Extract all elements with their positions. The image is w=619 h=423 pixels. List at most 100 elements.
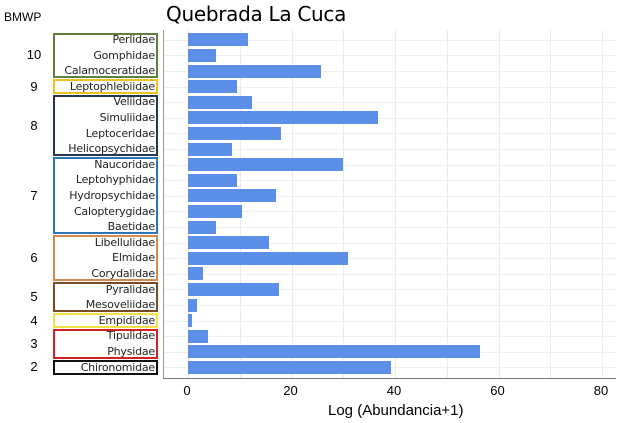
category-label: Mesoveliidae xyxy=(85,298,155,311)
bmwp-group-box xyxy=(53,157,158,235)
category-label: Calamoceratidae xyxy=(64,64,155,77)
bar xyxy=(188,267,203,280)
category-label: Libellulidae xyxy=(94,236,155,249)
bar xyxy=(188,80,238,93)
y-gridline xyxy=(164,118,616,119)
y-gridline xyxy=(164,40,616,41)
bmwp-group-box xyxy=(53,235,158,282)
category-label: Veliidae xyxy=(113,95,156,108)
y-gridline xyxy=(164,305,616,306)
bmwp-score: 5 xyxy=(30,289,38,305)
bar xyxy=(188,65,321,78)
bar xyxy=(188,33,249,46)
bmwp-group-box xyxy=(53,79,158,94)
bmwp-group-box xyxy=(53,313,158,328)
bmwp-group-box xyxy=(53,94,158,157)
x-gridline xyxy=(239,30,241,378)
bar xyxy=(188,236,270,249)
bar xyxy=(188,345,480,358)
y-axis-title: BMWP xyxy=(4,10,42,24)
category-label: Leptophlebiidae xyxy=(69,80,155,93)
y-gridline xyxy=(164,274,616,275)
category-label: Empididae xyxy=(98,314,156,327)
y-gridline xyxy=(164,55,616,56)
x-gridline xyxy=(395,30,396,378)
x-gridline xyxy=(602,30,603,378)
category-label: Hydropsychidae xyxy=(69,189,155,202)
x-gridline xyxy=(188,30,189,378)
x-axis-title: Log (Abundancia+1) xyxy=(328,402,464,419)
y-gridline xyxy=(164,71,616,72)
x-gridline xyxy=(291,30,293,378)
chart-title: Quebrada La Cuca xyxy=(166,2,347,26)
bar xyxy=(188,49,216,62)
bmwp-score: 3 xyxy=(30,336,38,351)
bar xyxy=(188,283,280,296)
x-tick-label: 80 xyxy=(593,383,609,398)
x-tick-label: 0 xyxy=(183,383,191,398)
y-gridline xyxy=(164,211,616,212)
category-label: Chironomidae xyxy=(80,361,155,374)
category-label: Perlidae xyxy=(112,33,155,46)
y-gridline xyxy=(164,289,616,290)
category-label: Gomphidae xyxy=(93,49,155,62)
category-label: Simuliidae xyxy=(99,111,156,124)
bmwp-score: 9 xyxy=(30,78,38,94)
category-label: Corydalidae xyxy=(91,267,155,280)
bmwp-score: 2 xyxy=(30,359,38,375)
x-gridline xyxy=(498,30,500,378)
bar xyxy=(188,174,238,187)
x-tick-label: 20 xyxy=(283,383,298,398)
bar xyxy=(188,252,348,265)
category-label: Pyralidae xyxy=(105,283,155,296)
bar xyxy=(188,205,242,218)
y-gridline xyxy=(164,258,616,259)
category-label: Baetidae xyxy=(107,220,156,233)
bar xyxy=(188,189,276,202)
bmwp-score: 6 xyxy=(30,250,38,266)
x-gridline xyxy=(550,30,552,378)
bar xyxy=(188,314,193,327)
category-label: Leptohyphidae xyxy=(75,173,155,186)
category-label: Calopterygidae xyxy=(73,205,155,218)
bmwp-score: 8 xyxy=(30,117,38,133)
category-label: Naucoridae xyxy=(94,158,155,171)
bar xyxy=(188,330,209,343)
bmwp-score: 10 xyxy=(26,47,42,63)
bmwp-group-box xyxy=(53,360,158,375)
bmwp-score: 7 xyxy=(30,187,38,203)
y-gridline xyxy=(164,133,616,134)
x-tick-label: 60 xyxy=(490,383,505,398)
plot-area xyxy=(163,30,616,379)
bar xyxy=(188,158,344,171)
bmwp-group-box xyxy=(53,328,158,360)
category-label: Helicopsychidae xyxy=(68,142,155,155)
bmwp-score: 4 xyxy=(30,312,38,328)
x-gridline xyxy=(343,30,345,378)
bar xyxy=(188,96,253,109)
y-gridline xyxy=(164,196,616,197)
y-gridline xyxy=(164,243,616,244)
x-gridline xyxy=(446,30,448,378)
bmwp-group-box xyxy=(53,282,158,313)
category-label: Elmidae xyxy=(112,251,155,264)
y-gridline xyxy=(164,336,616,337)
y-gridline xyxy=(164,321,616,322)
bar xyxy=(188,299,197,312)
bmwp-group-box xyxy=(53,32,158,79)
y-gridline xyxy=(164,102,616,103)
y-gridline xyxy=(164,227,616,228)
category-label: Tipulidae xyxy=(106,329,155,342)
y-gridline xyxy=(164,180,616,181)
y-gridline xyxy=(164,165,616,166)
bar xyxy=(188,221,216,234)
bar xyxy=(188,111,378,124)
y-gridline xyxy=(164,149,616,150)
bar xyxy=(188,361,391,374)
category-label: Physidae xyxy=(107,345,155,358)
x-tick-label: 40 xyxy=(386,383,402,398)
bar xyxy=(188,143,232,156)
y-gridline xyxy=(164,87,616,88)
bar xyxy=(188,127,282,140)
